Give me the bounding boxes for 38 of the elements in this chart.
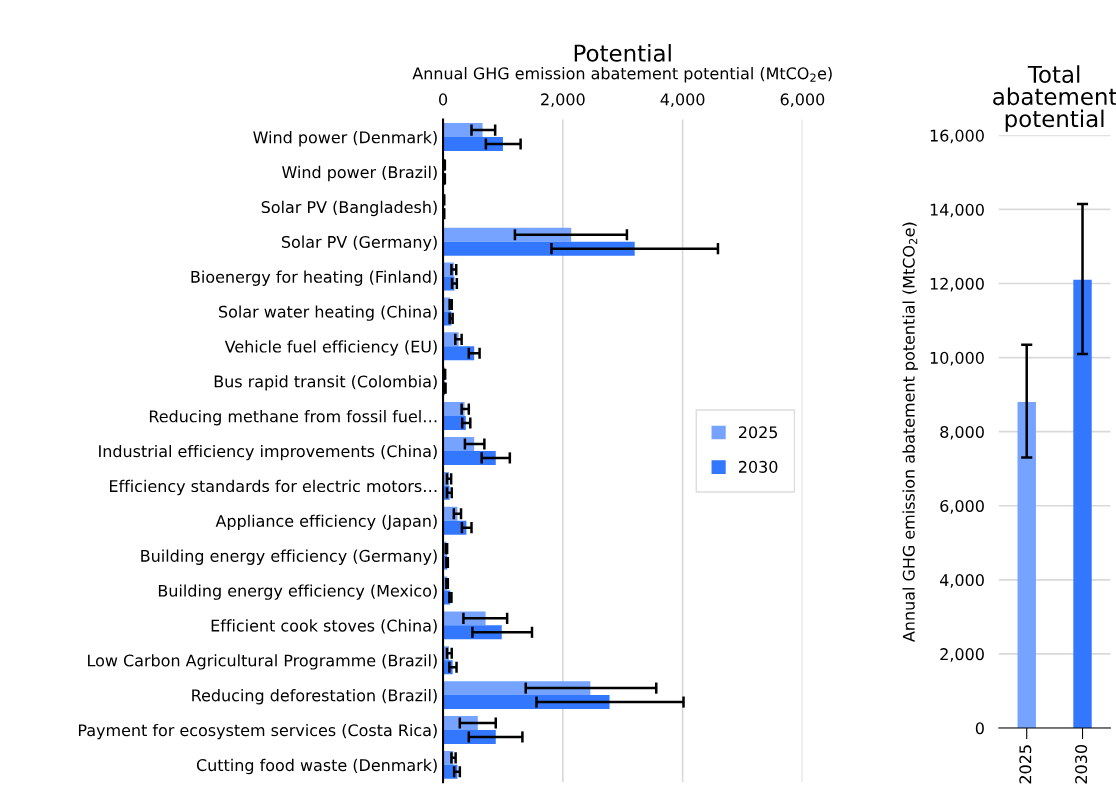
y-tick-label: Bus rapid transit (Colombia) bbox=[214, 375, 437, 391]
y-tick-label: Industrial efficiency improvements (China) bbox=[99, 444, 437, 461]
x-tick-label: 0 bbox=[439, 93, 448, 106]
y-tick-label: 0 bbox=[975, 722, 984, 735]
y-tick-label: 4,000 bbox=[939, 574, 984, 588]
y-tick-label: Wind power (Denmark) bbox=[253, 130, 437, 147]
y-tick-label: Vehicle fuel efficiency (EU) bbox=[224, 340, 437, 356]
x-axis-title: Annual GHG emission abatement potential (MtCO$_{2}$e) bbox=[412, 67, 832, 83]
y-tick-label: Building energy efficiency (Mexico) bbox=[158, 584, 437, 600]
y-tick-label: Solar PV (Bangladesh) bbox=[261, 200, 437, 217]
y-tick-label: Low Carbon Agricultural Programme (Brazil) bbox=[88, 654, 437, 670]
y-tick-label: 8,000 bbox=[940, 425, 984, 440]
y-tick-label: Building energy efficiency (Germany) bbox=[141, 549, 437, 565]
y-tick-label: 14,000 bbox=[930, 203, 984, 218]
chart-title: Total abatement potential bbox=[993, 65, 1116, 132]
y-tick-label: Efficient cook stoves (China) bbox=[211, 619, 437, 634]
y-tick-label: Cutting food waste (Denmark) bbox=[196, 758, 437, 775]
y-tick-label: Reducing methane from fossil fuel… bbox=[149, 410, 437, 426]
y-tick-label: 10,000 bbox=[930, 351, 984, 366]
y-tick-label: Solar PV (Germany) bbox=[281, 235, 437, 252]
y-tick-label: Efficiency standards for electric motors… bbox=[110, 479, 437, 496]
y-tick-label: Reducing deforestation (Brazil) bbox=[192, 689, 437, 705]
y-tick-label: 16,000 bbox=[930, 129, 984, 144]
y-tick-label: Solar water heating (China) bbox=[219, 305, 437, 321]
y-tick-label: 2,000 bbox=[940, 648, 984, 662]
y-tick-label: 6,000 bbox=[940, 499, 984, 514]
y-axis-title: Annual GHG emission abatement potential (MtCO$_{2}$e) bbox=[902, 222, 918, 642]
y-tick-label: 12,000 bbox=[930, 277, 984, 292]
y-tick-label: Wind power (Brazil) bbox=[282, 165, 437, 182]
legend-label: 2030 bbox=[738, 460, 778, 473]
y-tick-label: Appliance efficiency (Japan) bbox=[215, 514, 437, 531]
x-tick-label: 4,000 bbox=[660, 93, 705, 108]
x-tick-label: 6,000 bbox=[780, 93, 825, 108]
legend-label: 2025 bbox=[738, 426, 778, 439]
y-tick-label: Bioenergy for heating (Finland) bbox=[191, 270, 437, 286]
y-tick-label: Payment for ecosystem services (Costa Rica) bbox=[78, 723, 437, 740]
x-tick-label: 2,000 bbox=[541, 93, 585, 108]
chart-title: Potential bbox=[574, 44, 671, 62]
